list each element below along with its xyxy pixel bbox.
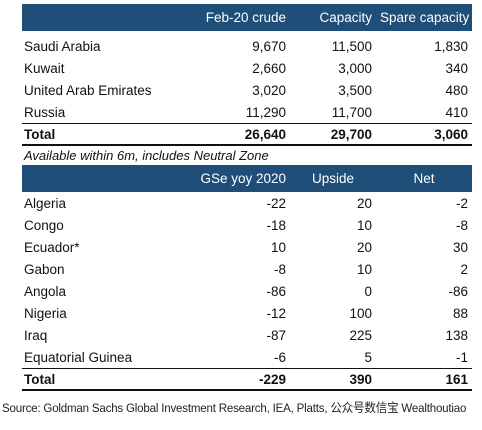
table-cell: 340 (445, 60, 468, 76)
table-cell: 0 (364, 283, 372, 299)
table-row: Equatorial Guinea -6 5 -1 (22, 346, 472, 369)
total-row: Total 26,640 29,700 3,060 (22, 123, 472, 146)
table-cell: -2 (455, 195, 468, 211)
header-cell (22, 165, 182, 192)
table-cell: 480 (445, 82, 468, 98)
total-cell: 29,700 (290, 123, 376, 146)
table-cell: -86 (266, 283, 286, 299)
table-cell: -12 (266, 305, 286, 321)
header-cell: Net (376, 165, 472, 192)
country-name: Gabon (24, 261, 65, 277)
table-row: Kuwait 2,660 3,000 340 (22, 57, 472, 79)
table-cell: -18 (266, 217, 286, 233)
table-cell: 10 (270, 239, 286, 255)
spare-capacity-table: Feb-20 crude Capacity Spare capacity Sau… (22, 4, 472, 146)
header-cell: GSe yoy 2020 (182, 165, 290, 192)
header-cell (22, 4, 182, 31)
country-name: Saudi Arabia (24, 38, 101, 54)
table-cell: 2 (460, 261, 468, 277)
table-cell: 10 (356, 261, 372, 277)
table-cell: 11,700 (331, 104, 372, 120)
total-label: Total (22, 123, 182, 146)
table-row: United Arab Emirates 3,020 3,500 480 (22, 79, 472, 101)
table-row: Ecuador* 10 20 30 (22, 236, 472, 258)
total-cell: 161 (376, 368, 472, 391)
total-cell: 26,640 (182, 123, 290, 146)
table-cell: -87 (266, 327, 286, 343)
total-row: Total -229 390 161 (22, 368, 472, 391)
table-cell: -1 (455, 349, 468, 365)
country-name: United Arab Emirates (24, 82, 152, 98)
total-label: Total (22, 368, 182, 391)
table-row: Nigeria -12 100 88 (22, 302, 472, 324)
header-cell: Spare capacity (376, 4, 472, 31)
table-cell: 100 (349, 305, 372, 321)
production-upside-table: GSe yoy 2020 Upside Net Algeria -22 20 -… (22, 165, 472, 391)
total-cell: 390 (290, 368, 376, 391)
country-name: Angola (24, 283, 67, 299)
table-cell: 138 (445, 327, 468, 343)
table-cell: 88 (452, 305, 468, 321)
table-cell: 11,290 (245, 104, 286, 120)
table-cell: 3,500 (338, 82, 372, 98)
table-cell: -6 (273, 349, 286, 365)
country-name: Russia (24, 104, 66, 120)
country-name: Ecuador* (24, 239, 80, 255)
data-table-container: Feb-20 crude Capacity Spare capacity Sau… (22, 4, 472, 391)
table-row: Iraq -87 225 138 (22, 324, 472, 346)
table-cell: 20 (356, 195, 372, 211)
country-name: Algeria (24, 195, 67, 211)
table-header-row: GSe yoy 2020 Upside Net (22, 165, 472, 192)
total-cell: -229 (182, 368, 290, 391)
header-cell: Feb-20 crude (182, 4, 290, 31)
country-name: Nigeria (24, 305, 67, 321)
table-row: Russia 11,290 11,700 410 (22, 101, 472, 124)
table-cell: 3,020 (252, 82, 286, 98)
table-cell: 1,830 (434, 38, 468, 54)
table-row: Gabon -8 10 2 (22, 258, 472, 280)
table-cell: 225 (349, 327, 372, 343)
table-cell: 20 (356, 239, 372, 255)
total-cell: 3,060 (376, 123, 472, 146)
table-cell: -86 (448, 283, 468, 299)
table-row: Algeria -22 20 -2 (22, 192, 472, 214)
country-name: Kuwait (24, 60, 65, 76)
table-row: Angola -86 0 -86 (22, 280, 472, 302)
table-footnote: Available within 6m, includes Neutral Zo… (24, 148, 269, 163)
table-cell: 410 (445, 104, 468, 120)
table-cell: 11,500 (331, 38, 372, 54)
table-cell: 9,670 (252, 38, 286, 54)
table-cell: 30 (452, 239, 468, 255)
table-cell: 3,000 (338, 60, 372, 76)
table-cell: -8 (455, 217, 468, 233)
table-cell: -8 (273, 261, 286, 277)
table-cell: 5 (364, 349, 372, 365)
country-name: Equatorial Guinea (24, 349, 133, 365)
table-row: Saudi Arabia 9,670 11,500 1,830 (22, 31, 472, 57)
table-cell: -22 (266, 195, 286, 211)
source-caption: Source: Goldman Sachs Global Investment … (2, 401, 467, 415)
header-cell: Upside (290, 165, 376, 192)
table-row: Congo -18 10 -8 (22, 214, 472, 236)
table-header-row: Feb-20 crude Capacity Spare capacity (22, 4, 472, 31)
country-name: Iraq (24, 327, 48, 343)
country-name: Congo (24, 217, 64, 233)
table-cell: 10 (356, 217, 372, 233)
table-cell: 2,660 (252, 60, 286, 76)
header-cell: Capacity (290, 4, 376, 31)
